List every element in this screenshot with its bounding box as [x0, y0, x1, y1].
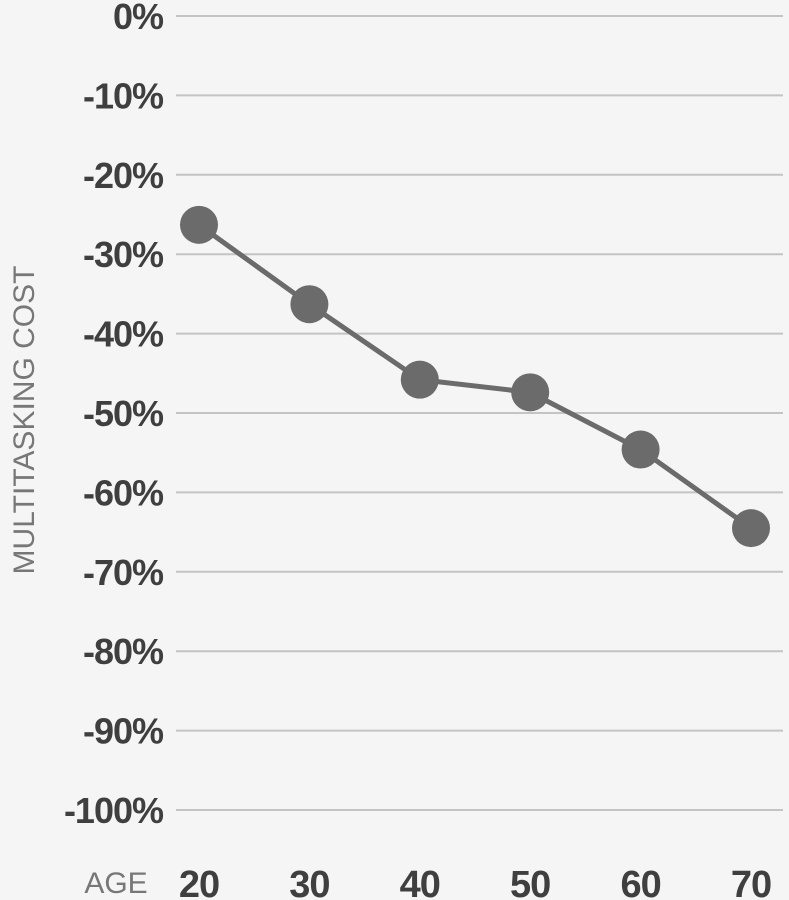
x-tick-label: 60	[620, 864, 660, 900]
data-point	[511, 373, 550, 412]
y-tick-label: -30%	[83, 234, 164, 275]
data-point	[180, 205, 218, 244]
x-axis-label: AGE	[84, 867, 147, 900]
data-point	[400, 360, 439, 399]
data-point	[732, 509, 770, 548]
data-point	[290, 285, 329, 324]
y-tick-label: -80%	[83, 631, 164, 672]
y-tick-label: -20%	[83, 155, 164, 196]
gridlines	[176, 15, 783, 811]
data-point	[621, 430, 660, 469]
x-tick-label: 50	[510, 864, 550, 900]
series	[180, 205, 770, 548]
y-tick-label: -50%	[83, 393, 164, 434]
x-tick-label: 30	[289, 864, 329, 900]
y-tick-labels: 0% -10% -20% -30% -40% -50% -60% -70% -80% -90% -1…	[64, 0, 165, 831]
y-axis-label: MULTITASKING COST	[8, 266, 41, 575]
x-tick-label: 20	[179, 864, 219, 900]
y-tick-label: -60%	[83, 472, 164, 513]
y-tick-label: -10%	[83, 75, 164, 116]
y-tick-label: -100%	[64, 790, 164, 831]
x-tick-label: 40	[400, 864, 440, 900]
series-line	[197, 222, 753, 531]
x-tick-labels: 20 30 40 50 60 70	[179, 864, 772, 900]
y-tick-label: -40%	[83, 314, 164, 355]
y-tick-label: -70%	[83, 552, 164, 593]
y-tick-label: -90%	[83, 711, 164, 752]
y-tick-label: 0%	[113, 0, 164, 37]
x-tick-label: 70	[731, 864, 771, 900]
